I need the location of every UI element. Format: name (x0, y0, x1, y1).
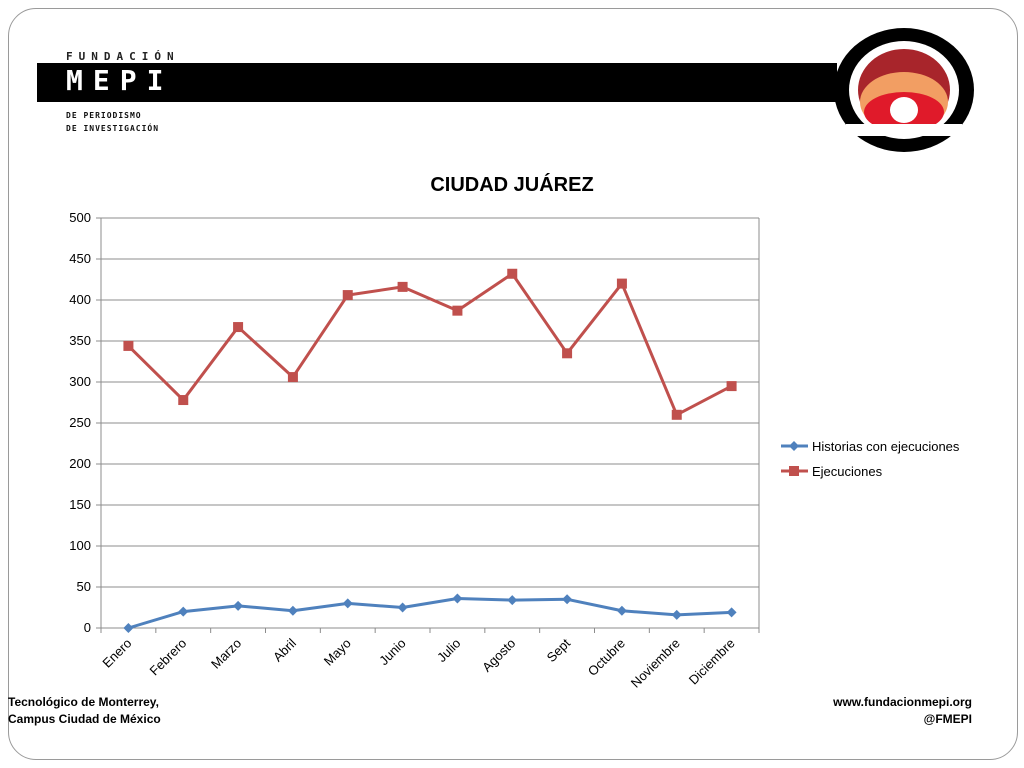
brand-subtitle-line1: DE PERIODISMO (66, 111, 142, 120)
data-point-ejecuciones (671, 409, 682, 420)
data-point-ejecuciones (726, 381, 737, 392)
data-point-historias (123, 623, 134, 633)
data-point-historias (178, 606, 189, 617)
y-tick-label: 450 (69, 251, 91, 266)
x-tick-label: Marzo (208, 636, 244, 672)
y-tick-label: 250 (69, 415, 91, 430)
data-point-ejecuciones (397, 281, 408, 292)
series-line-historias (127, 596, 732, 630)
y-axis-tick-labels: 0 50 100 150 200 250 300 350 400 450 500 (69, 210, 91, 635)
legend-marker-ejecuciones (789, 466, 799, 476)
chart-title: CIUDAD JUÁREZ (430, 173, 593, 196)
legend-label: Ejecuciones (812, 464, 883, 479)
x-tick-label: Diciembre (686, 636, 738, 688)
mepi-emblem-logo (834, 28, 974, 152)
chart-series (123, 268, 737, 633)
footer-twitter: @FMEPI (923, 712, 972, 726)
data-point-historias (397, 602, 408, 613)
y-tick-label: 0 (84, 620, 91, 635)
x-tick-label: Febrero (147, 636, 190, 679)
y-tick-label: 300 (69, 374, 91, 389)
y-tick-label: 400 (69, 292, 91, 307)
footer-campus: Campus Ciudad de México (8, 712, 161, 726)
y-tick-label: 150 (69, 497, 91, 512)
data-point-historias (233, 600, 244, 611)
data-point-historias (562, 594, 573, 605)
header-bar (37, 63, 837, 102)
y-tick-label: 50 (77, 579, 91, 594)
brand-subtitle-line2: DE INVESTIGACIÓN (66, 124, 160, 133)
data-point-ejecuciones (233, 322, 244, 333)
data-point-ejecuciones (507, 268, 518, 279)
data-point-ejecuciones (562, 348, 573, 359)
x-tick-label: Noviembre (628, 636, 683, 691)
chart-gridlines (101, 217, 759, 629)
chart-legend: Historias con ejecuciones Ejecuciones (781, 439, 960, 479)
footer-right: www.fundacionmepi.org @FMEPI (833, 694, 972, 728)
data-point-ejecuciones (123, 340, 134, 351)
legend-marker-historias (789, 441, 799, 451)
line-chart: CIUDAD JUÁREZ 0 50 100 150 200 250 300 350 400 45… (69, 173, 960, 691)
emblem-bottom-mask (846, 124, 962, 136)
x-tick-label: Junio (376, 636, 409, 669)
x-tick-label: Julio (434, 636, 464, 666)
brand-name: MEPI (66, 64, 174, 97)
data-point-historias (452, 593, 463, 604)
data-point-historias (671, 609, 682, 620)
footer-institution: Tecnológico de Monterrey, (8, 695, 159, 709)
data-point-historias (507, 595, 518, 606)
y-tick-label: 500 (69, 210, 91, 225)
brand-top-text: FUNDACIÓN (66, 50, 180, 63)
y-tick-label: 350 (69, 333, 91, 348)
x-tick-label: Octubre (585, 636, 628, 679)
chart-axes (96, 217, 760, 633)
series-line-ejecuciones (127, 272, 733, 417)
data-point-historias (726, 607, 737, 618)
x-tick-label: Mayo (321, 636, 354, 669)
footer-website: www.fundacionmepi.org (833, 695, 972, 709)
data-point-ejecuciones (452, 305, 463, 316)
data-point-ejecuciones (287, 372, 298, 383)
data-point-historias (342, 598, 353, 609)
x-tick-label: Sept (544, 635, 574, 665)
data-point-ejecuciones (178, 395, 189, 406)
data-point-historias (287, 605, 298, 616)
x-tick-label: Enero (99, 636, 134, 671)
x-axis-tick-labels: Enero Febrero Marzo Abril Mayo Junio Julio Agos… (99, 635, 737, 690)
legend-label: Historias con ejecuciones (812, 439, 960, 454)
data-point-ejecuciones (342, 290, 353, 301)
data-point-historias (616, 605, 627, 616)
x-tick-label: Abril (270, 635, 299, 664)
x-tick-label: Agosto (479, 636, 518, 675)
data-point-ejecuciones (616, 278, 627, 289)
y-tick-label: 200 (69, 456, 91, 471)
y-tick-label: 100 (69, 538, 91, 553)
emblem-white-center (890, 97, 918, 123)
footer-left: Tecnológico de Monterrey, Campus Ciudad … (8, 694, 161, 728)
